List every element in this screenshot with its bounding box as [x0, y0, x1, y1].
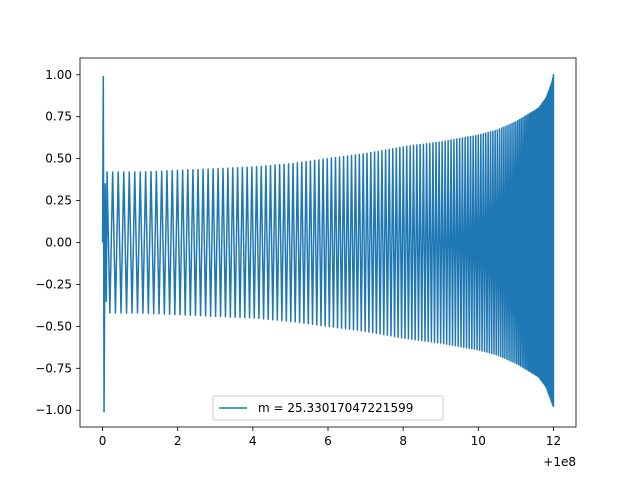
x-tick-label: 10 [471, 434, 486, 448]
y-tick-label: 1.00 [45, 68, 72, 82]
x-tick-label: 6 [324, 434, 332, 448]
x-tick-label: 2 [174, 434, 182, 448]
plot-data [101, 74, 555, 413]
y-tick-label: −0.75 [35, 361, 72, 375]
y-tick-label: 0.00 [45, 236, 72, 250]
x-tick-label: 0 [99, 434, 107, 448]
legend: m = 25.33017047221599 [212, 395, 444, 421]
x-axis: 0 2 4 6 8 10 12 [99, 427, 561, 448]
y-axis: 1.00 0.75 0.50 0.25 0.00 −0.25 −0.50 −0.75 −1.00 [35, 68, 80, 417]
y-tick-label: 0.50 [45, 152, 72, 166]
y-tick-label: −1.00 [35, 403, 72, 417]
legend-box [212, 395, 444, 421]
legend-label: m = 25.33017047221599 [258, 401, 413, 415]
x-tick-label: 4 [249, 434, 257, 448]
series-line [101, 74, 555, 413]
y-tick-label: 0.75 [45, 110, 72, 124]
x-tick-label: 12 [546, 434, 561, 448]
x-offset-label: +1e8 [543, 455, 576, 469]
x-tick-label: 8 [399, 434, 407, 448]
y-tick-label: 0.25 [45, 194, 72, 208]
y-tick-label: −0.50 [35, 319, 72, 333]
y-tick-label: −0.25 [35, 277, 72, 291]
